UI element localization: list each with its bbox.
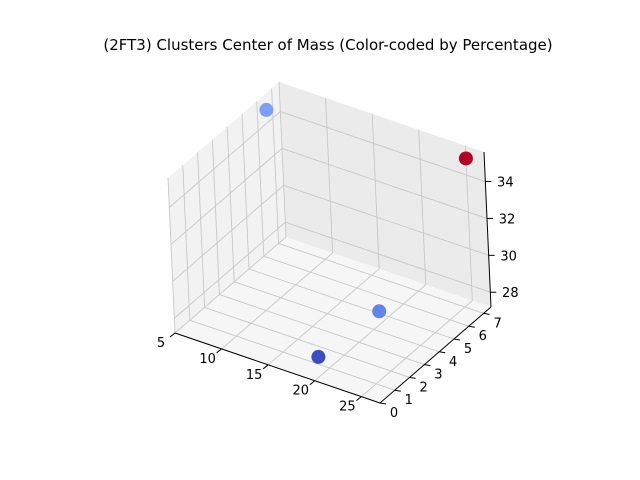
y-tick <box>439 351 446 354</box>
x-gridline-back <box>371 113 380 269</box>
y-tick-label: 3 <box>434 368 442 383</box>
x-tick <box>216 348 222 354</box>
y-tick-label: 0 <box>390 406 398 421</box>
y-gridline-floor <box>248 268 455 340</box>
z-tick-label: 30 <box>500 249 517 264</box>
z-gridline-left <box>172 184 284 282</box>
y-tick-label: 4 <box>449 355 457 370</box>
y-gridline-floor <box>278 242 484 314</box>
x-tick-label: 20 <box>292 384 309 399</box>
y-gridline-left <box>241 113 250 270</box>
z-gridline-back <box>280 111 486 182</box>
x-tick <box>309 380 316 386</box>
x-axis-line <box>174 332 381 404</box>
z-gridline-left <box>170 148 283 245</box>
x-gridline-back <box>418 129 427 285</box>
z-gridline-back <box>283 184 489 256</box>
z-gridline-back <box>281 148 488 219</box>
x-tick-label: 15 <box>246 368 263 383</box>
z-tick-label: 34 <box>497 176 514 191</box>
chart-title: (2FT3) Clusters Center of Mass (Color-co… <box>103 36 552 54</box>
yz-pane <box>168 82 286 333</box>
data-point <box>259 102 274 117</box>
y-gridline-floor <box>234 281 440 353</box>
y-tick-label: 5 <box>464 342 472 357</box>
y-gridline-floor <box>219 294 425 366</box>
x-gridline-floor <box>174 236 287 334</box>
x-gridline-back <box>464 145 473 301</box>
data-point <box>372 304 387 319</box>
y-tick-label: 7 <box>493 316 501 331</box>
data-point <box>458 151 473 166</box>
z-gridline-left <box>169 111 281 208</box>
z-gridline-back <box>285 221 491 293</box>
xz-pane <box>279 82 491 307</box>
z-tick-label: 32 <box>499 212 516 227</box>
x-tick-label: 10 <box>199 352 216 367</box>
y-axis-line <box>379 306 492 404</box>
x-gridline-floor <box>221 252 333 350</box>
y-tick-label: 1 <box>405 393 413 408</box>
y-gridline-floor <box>204 306 410 378</box>
z-axis-line <box>483 151 492 308</box>
y-gridline-left <box>271 88 280 244</box>
x-gridline-back <box>325 97 334 253</box>
x-tick <box>356 396 362 402</box>
y-tick <box>394 389 401 392</box>
y-tick-label: 2 <box>419 380 427 395</box>
x-tick-label: 25 <box>339 400 356 415</box>
x-tick <box>262 364 269 370</box>
x-tick-label: 5 <box>157 336 165 351</box>
z-tick-label: 28 <box>502 286 519 301</box>
xy-pane <box>175 237 491 403</box>
x-gridline-back <box>278 81 287 238</box>
y-gridline-left <box>167 177 176 334</box>
x-gridline-floor <box>314 284 427 382</box>
y-tick <box>468 325 475 328</box>
y-tick-label: 6 <box>479 329 487 344</box>
y-gridline-left <box>197 152 206 308</box>
y-tick <box>453 338 461 341</box>
y-tick <box>409 376 416 379</box>
y-gridline-floor <box>263 255 469 327</box>
y-gridline-left <box>226 126 235 282</box>
y-tick <box>424 364 431 367</box>
y-gridline-floor <box>189 319 395 391</box>
x-gridline-floor <box>267 268 380 366</box>
data-point <box>311 349 326 364</box>
x-tick <box>169 332 176 338</box>
y-gridline-left <box>182 165 191 321</box>
x-gridline-floor <box>361 300 473 397</box>
y-tick <box>483 312 490 315</box>
y-tick <box>379 402 387 405</box>
y-gridline-left <box>211 139 220 295</box>
z-gridline-left <box>174 221 286 319</box>
y-gridline-left <box>256 101 265 257</box>
